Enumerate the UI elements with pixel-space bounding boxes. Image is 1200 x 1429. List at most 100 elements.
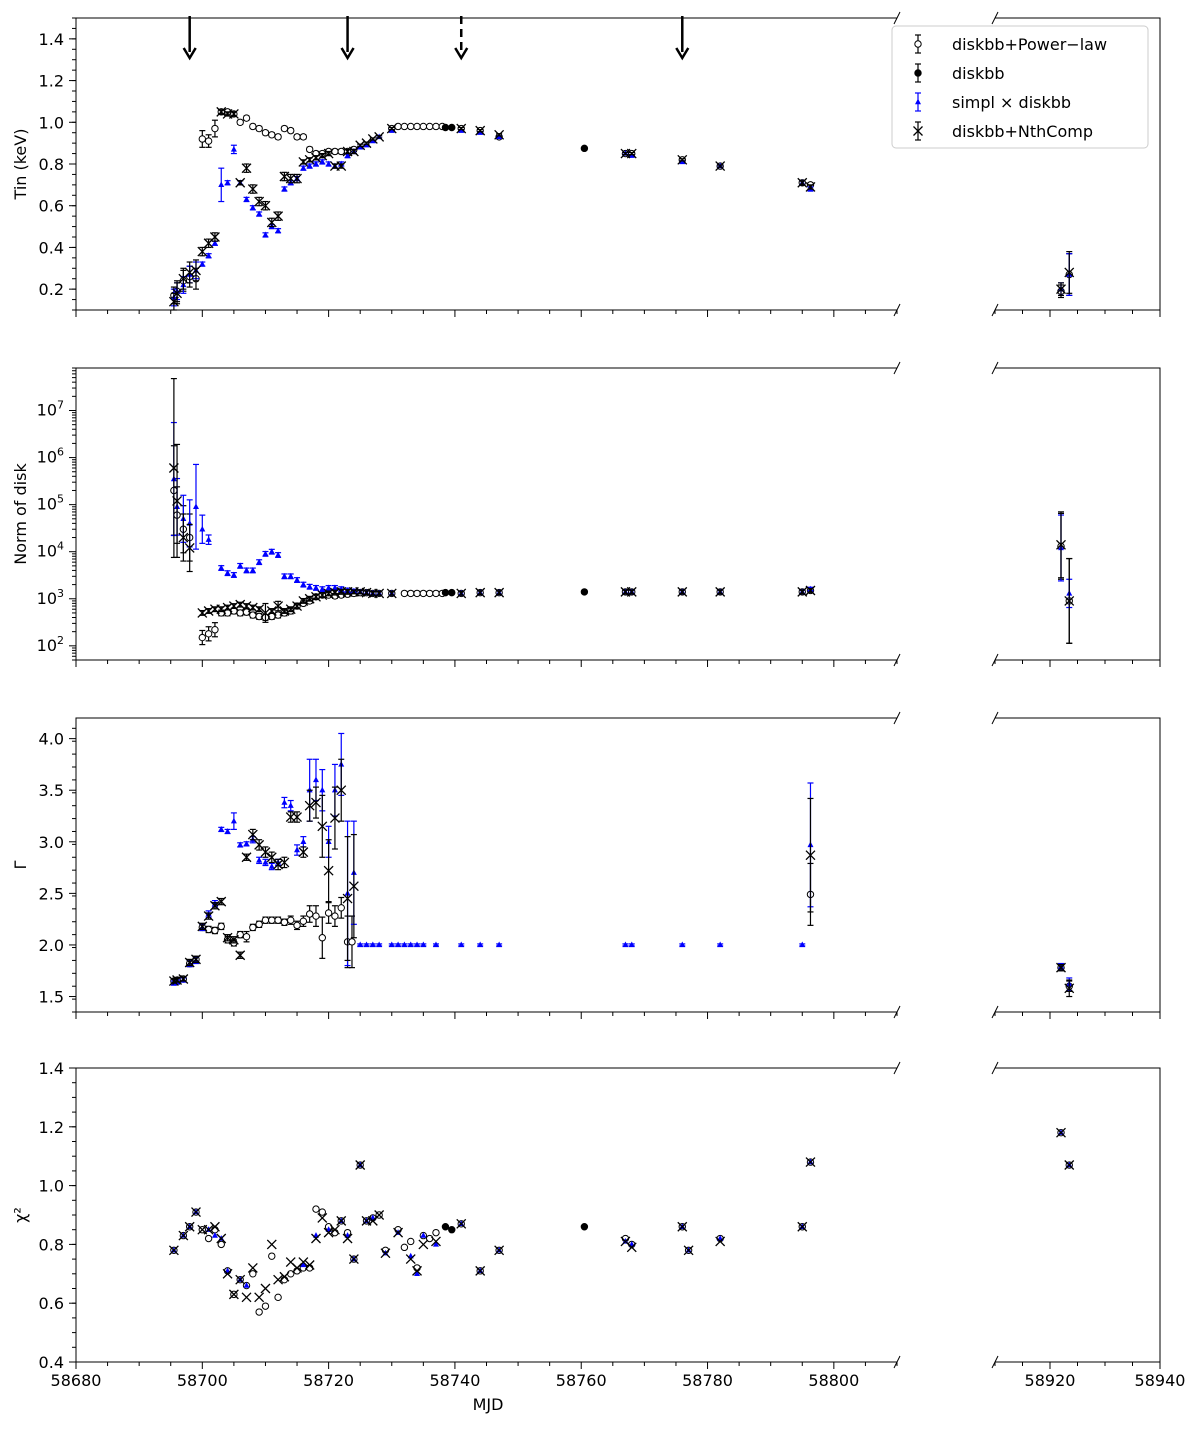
data-point bbox=[311, 152, 321, 163]
series-x bbox=[168, 377, 1075, 644]
data-point bbox=[319, 585, 326, 592]
x-axis-label: MJD bbox=[473, 1395, 504, 1414]
data-point bbox=[361, 138, 372, 149]
data-point bbox=[425, 589, 434, 598]
data-point bbox=[281, 185, 288, 192]
axis-break-mark bbox=[893, 1061, 901, 1075]
data-point bbox=[261, 129, 270, 137]
data-point bbox=[298, 847, 309, 858]
panel-2: 102 103 104 105 106 107 Norm of disk bbox=[11, 361, 1161, 667]
data-point bbox=[273, 1274, 284, 1285]
data-point bbox=[494, 1245, 505, 1256]
x-tick-label: 58760 bbox=[556, 1371, 607, 1390]
data-point bbox=[199, 525, 206, 532]
data-point bbox=[683, 1245, 694, 1256]
axis-break-mark bbox=[991, 711, 999, 725]
data-point bbox=[374, 131, 385, 142]
data-point bbox=[211, 626, 219, 634]
data-point bbox=[298, 156, 309, 167]
data-point bbox=[432, 589, 440, 598]
y-tick-label: 102 bbox=[37, 634, 64, 655]
data-point bbox=[715, 586, 726, 597]
data-point bbox=[243, 840, 250, 847]
data-point bbox=[329, 813, 340, 824]
data-point bbox=[419, 122, 428, 131]
data-point bbox=[298, 1257, 309, 1267]
data-point bbox=[292, 601, 302, 612]
data-point bbox=[357, 941, 364, 948]
axis-break-mark bbox=[893, 711, 901, 725]
data-point bbox=[312, 776, 319, 783]
series-filled-circle bbox=[441, 123, 589, 153]
y-tick-label: 3.5 bbox=[39, 781, 64, 800]
data-point bbox=[204, 1234, 213, 1243]
series-filled-circle bbox=[441, 1223, 589, 1234]
data-point bbox=[279, 857, 290, 868]
outburst-arrow-head bbox=[340, 47, 355, 61]
data-point bbox=[260, 607, 271, 618]
data-point bbox=[191, 954, 201, 965]
data-point bbox=[414, 941, 421, 948]
data-point bbox=[344, 152, 351, 158]
data-point bbox=[204, 137, 213, 145]
data-point bbox=[312, 584, 319, 591]
data-point bbox=[205, 536, 212, 542]
data-point bbox=[355, 1160, 366, 1170]
data-point bbox=[475, 587, 486, 598]
data-point bbox=[414, 1270, 421, 1276]
data-point bbox=[805, 1157, 816, 1168]
data-point bbox=[305, 910, 314, 918]
data-point bbox=[242, 932, 251, 941]
y-tick-label: 2.5 bbox=[39, 884, 64, 903]
data-point bbox=[425, 122, 434, 131]
data-point bbox=[228, 108, 239, 119]
data-point bbox=[300, 164, 307, 171]
x-tick-label: 58700 bbox=[177, 1371, 228, 1390]
y-tick-label: 107 bbox=[37, 399, 64, 420]
data-point bbox=[312, 160, 319, 167]
data-point bbox=[337, 904, 345, 912]
data-point bbox=[458, 941, 465, 948]
data-point bbox=[323, 1227, 334, 1238]
data-point bbox=[216, 604, 227, 615]
data-point bbox=[298, 595, 309, 606]
series-x bbox=[168, 1127, 1075, 1303]
data-point bbox=[299, 917, 308, 925]
data-point bbox=[249, 122, 257, 131]
data-point bbox=[448, 1226, 456, 1234]
data-point bbox=[249, 923, 257, 932]
x-tick-label: 58720 bbox=[303, 1371, 354, 1390]
y-tick-label: 1.2 bbox=[39, 1118, 64, 1137]
data-point bbox=[249, 567, 256, 573]
data-point bbox=[317, 821, 328, 832]
y-tick-label: 104 bbox=[37, 540, 64, 561]
y-tick-label: 0.8 bbox=[39, 155, 64, 174]
data-point bbox=[262, 859, 269, 865]
data-point bbox=[292, 173, 302, 184]
data-point bbox=[715, 161, 726, 172]
data-point bbox=[228, 1289, 239, 1300]
series-triangle bbox=[170, 127, 1073, 307]
data-point bbox=[679, 941, 686, 948]
data-point bbox=[204, 925, 213, 934]
data-point bbox=[395, 941, 402, 948]
data-point bbox=[292, 812, 302, 822]
data-point bbox=[374, 588, 385, 599]
data-point bbox=[184, 543, 195, 553]
data-point bbox=[274, 1293, 282, 1302]
data-point bbox=[256, 210, 263, 217]
series-x bbox=[168, 106, 1075, 311]
y-tick-label: 105 bbox=[37, 493, 64, 514]
y-tick-label: 0.6 bbox=[39, 1294, 64, 1313]
data-point bbox=[262, 231, 269, 238]
data-point bbox=[374, 1210, 385, 1220]
data-point bbox=[192, 503, 199, 509]
y-axis-label: Tin (keV) bbox=[11, 129, 30, 201]
data-point bbox=[1056, 539, 1066, 550]
data-point bbox=[247, 829, 258, 840]
data-point bbox=[336, 161, 347, 172]
data-point bbox=[230, 146, 237, 152]
data-point bbox=[279, 606, 290, 616]
data-point bbox=[413, 589, 421, 598]
data-point bbox=[197, 246, 208, 257]
